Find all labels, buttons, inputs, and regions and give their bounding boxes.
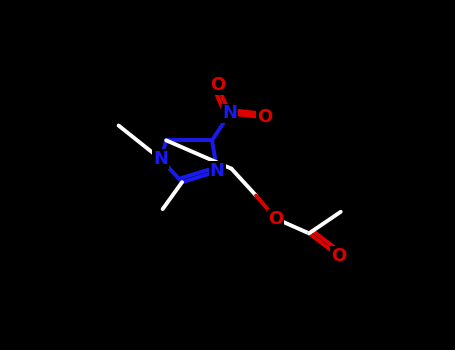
Text: O: O — [210, 76, 225, 94]
Text: N: N — [222, 104, 237, 122]
Text: N: N — [210, 162, 225, 180]
Text: N: N — [153, 150, 168, 168]
Text: O: O — [331, 247, 347, 265]
Text: O: O — [257, 108, 273, 126]
Text: O: O — [268, 210, 283, 228]
